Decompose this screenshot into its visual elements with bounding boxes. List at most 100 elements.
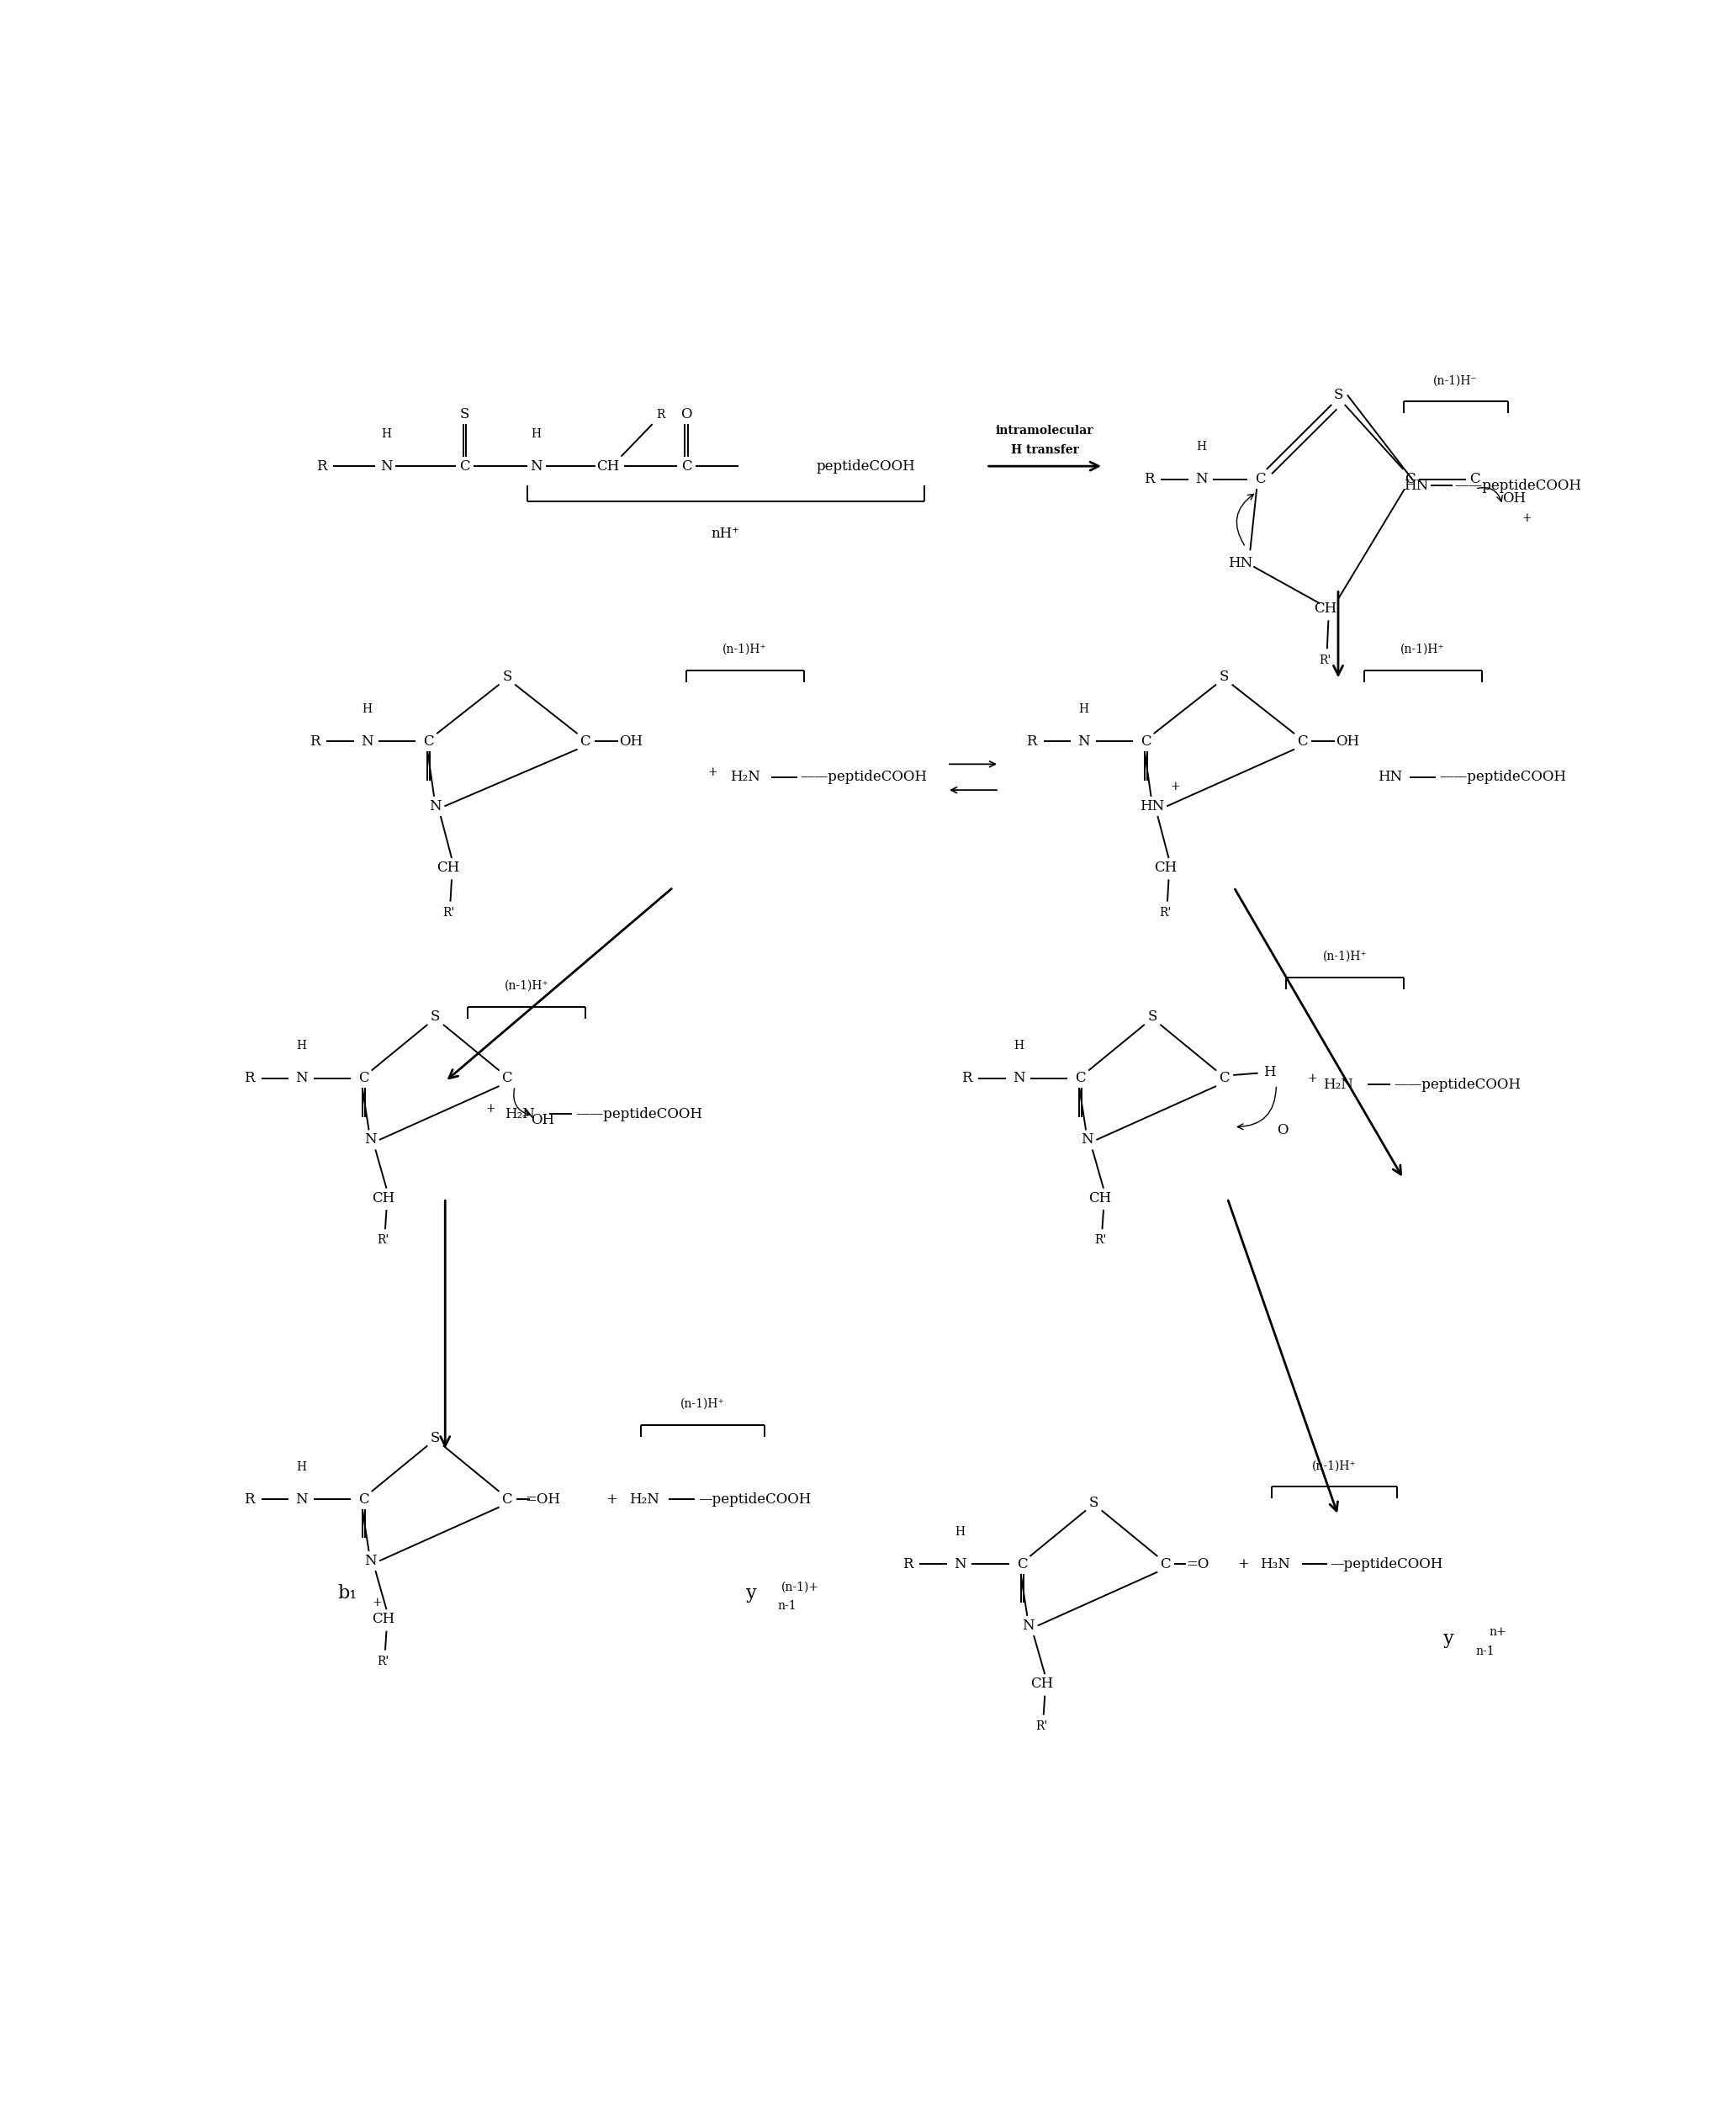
Text: R': R' — [377, 1655, 389, 1668]
Text: ——peptideCOOH: ——peptideCOOH — [800, 769, 927, 784]
Text: (n-1)H⁻: (n-1)H⁻ — [1434, 374, 1477, 387]
Text: N: N — [955, 1558, 967, 1570]
Text: R': R' — [377, 1235, 389, 1245]
Text: H: H — [361, 703, 372, 714]
Text: H: H — [382, 427, 392, 440]
Text: CH: CH — [1029, 1677, 1054, 1692]
Text: R': R' — [1094, 1235, 1106, 1245]
Text: (n-1)+: (n-1)+ — [781, 1581, 819, 1594]
Text: R: R — [245, 1071, 255, 1086]
Text: R: R — [962, 1071, 972, 1086]
Text: S: S — [502, 669, 512, 684]
Text: +: + — [606, 1492, 618, 1507]
Text: R: R — [656, 408, 665, 421]
Text: R: R — [309, 735, 319, 748]
Text: R': R' — [1160, 907, 1172, 918]
Text: +: + — [1170, 780, 1180, 793]
Text: +: + — [1522, 512, 1533, 525]
Text: N: N — [365, 1133, 377, 1148]
Text: (n-1)H⁺: (n-1)H⁺ — [1323, 950, 1366, 963]
Text: S: S — [1333, 387, 1344, 402]
Text: +: + — [708, 765, 717, 778]
Text: y: y — [746, 1583, 757, 1602]
Text: N: N — [1023, 1619, 1035, 1632]
Text: H₂N: H₂N — [628, 1492, 660, 1507]
Text: R: R — [1144, 472, 1154, 487]
Text: peptideCOOH: peptideCOOH — [816, 459, 915, 474]
Text: N: N — [380, 459, 392, 474]
Text: H: H — [1264, 1065, 1276, 1080]
Text: +: + — [372, 1598, 382, 1609]
Text: C: C — [502, 1071, 512, 1086]
Text: n-1: n-1 — [778, 1600, 797, 1613]
Text: ——peptideCOOH: ——peptideCOOH — [576, 1107, 703, 1122]
Text: C: C — [1255, 472, 1266, 487]
Text: —peptideCOOH: —peptideCOOH — [1330, 1558, 1443, 1570]
Text: R: R — [1026, 735, 1036, 748]
Text: CH: CH — [437, 861, 460, 876]
Text: ——peptideCOOH: ——peptideCOOH — [1394, 1077, 1521, 1092]
Text: CH: CH — [597, 459, 620, 474]
Text: C: C — [580, 735, 590, 748]
Text: OH: OH — [620, 735, 642, 748]
Text: S: S — [460, 408, 469, 421]
Text: O: O — [681, 408, 693, 421]
Text: H: H — [297, 1039, 307, 1052]
Text: R: R — [903, 1558, 913, 1570]
Text: HN: HN — [1141, 799, 1165, 814]
Text: N: N — [295, 1492, 307, 1507]
Text: HN: HN — [1404, 478, 1429, 493]
Text: C: C — [1219, 1071, 1229, 1086]
Text: nH⁺: nH⁺ — [712, 527, 740, 542]
Text: H₂N: H₂N — [505, 1107, 535, 1122]
Text: H₂N: H₂N — [1323, 1077, 1354, 1092]
Text: S: S — [1147, 1009, 1158, 1024]
Text: C: C — [681, 459, 691, 474]
Text: N: N — [295, 1071, 307, 1086]
Text: CH: CH — [1154, 861, 1177, 876]
Text: OH: OH — [1502, 491, 1526, 506]
Text: n+: n+ — [1489, 1626, 1507, 1638]
Text: (n-1)H⁺: (n-1)H⁺ — [505, 980, 549, 992]
Text: O: O — [1278, 1122, 1288, 1137]
Text: C: C — [424, 735, 434, 748]
Text: R': R' — [1319, 654, 1332, 667]
Text: (n-1)H⁺: (n-1)H⁺ — [1401, 644, 1444, 654]
Text: N: N — [1194, 472, 1208, 487]
Text: CH: CH — [1088, 1190, 1111, 1205]
Text: R: R — [245, 1492, 255, 1507]
Text: H: H — [1196, 440, 1207, 453]
Text: R': R' — [1036, 1719, 1047, 1732]
Text: N: N — [1078, 735, 1090, 748]
Text: C: C — [358, 1492, 370, 1507]
Text: (n-1)H⁺: (n-1)H⁺ — [722, 644, 767, 654]
Text: S: S — [431, 1430, 441, 1445]
Text: ——peptideCOOH: ——peptideCOOH — [1439, 769, 1566, 784]
Text: N: N — [365, 1553, 377, 1568]
Text: CH: CH — [372, 1190, 394, 1205]
Text: +: + — [486, 1103, 496, 1116]
Text: (n-1)H⁺: (n-1)H⁺ — [681, 1398, 726, 1411]
Text: H transfer: H transfer — [1010, 444, 1078, 457]
Text: C: C — [502, 1492, 512, 1507]
Text: n-1: n-1 — [1476, 1645, 1495, 1658]
Text: H: H — [1078, 703, 1088, 714]
Text: OH: OH — [531, 1114, 556, 1128]
Text: C: C — [1141, 735, 1151, 748]
Text: S: S — [1088, 1496, 1099, 1509]
Text: R: R — [316, 459, 326, 474]
Text: b₁: b₁ — [337, 1583, 358, 1602]
Text: OH: OH — [1337, 735, 1359, 748]
Text: HN: HN — [1227, 557, 1253, 570]
Text: —peptideCOOH: —peptideCOOH — [698, 1492, 811, 1507]
Text: intramolecular: intramolecular — [996, 425, 1094, 436]
Text: y: y — [1444, 1630, 1455, 1647]
Text: C: C — [1297, 735, 1307, 748]
Text: C: C — [1470, 472, 1481, 487]
Text: +: + — [1307, 1073, 1318, 1084]
Text: H: H — [1014, 1039, 1024, 1052]
Text: =O: =O — [1186, 1558, 1210, 1570]
Text: ——peptideCOOH: ——peptideCOOH — [1455, 478, 1581, 493]
Text: =OH: =OH — [526, 1492, 561, 1507]
Text: N: N — [1012, 1071, 1024, 1086]
